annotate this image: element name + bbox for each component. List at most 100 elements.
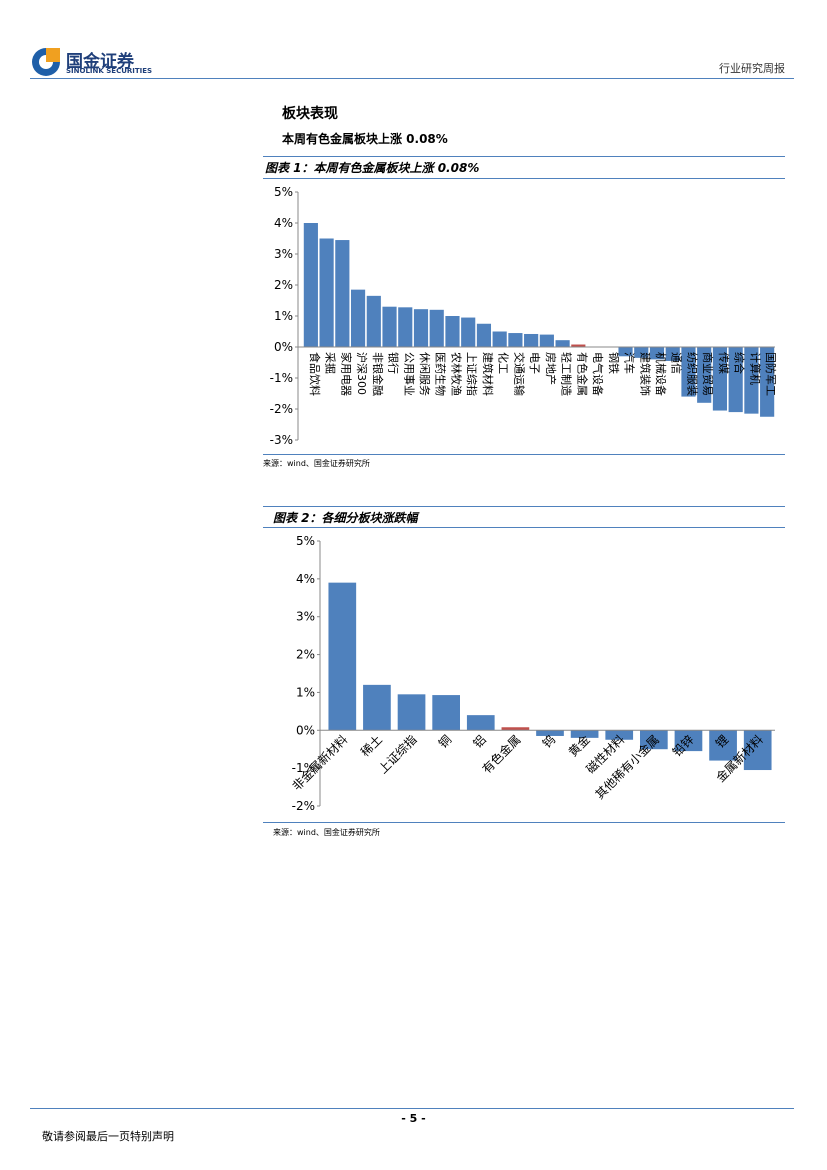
header-rule bbox=[30, 78, 794, 79]
x-tick-label: 农林牧渔 bbox=[449, 352, 463, 396]
y-tick-label: -3% bbox=[270, 433, 293, 447]
chart-rule bbox=[263, 822, 785, 823]
bar bbox=[328, 582, 357, 731]
x-tick-label: 有色金属 bbox=[575, 352, 589, 396]
y-tick-label: 2% bbox=[296, 648, 315, 662]
y-tick-label: 3% bbox=[274, 247, 293, 261]
bar bbox=[571, 344, 586, 347]
bar bbox=[335, 240, 350, 347]
chart-source: 来源：wind、国金证券研究所 bbox=[263, 459, 370, 468]
x-tick-label: 房地产 bbox=[544, 352, 558, 385]
bar bbox=[536, 730, 564, 736]
x-tick-label: 汽车 bbox=[623, 352, 637, 374]
bar bbox=[363, 684, 391, 731]
y-tick-label: -2% bbox=[270, 402, 293, 416]
section-title: 板块表现 bbox=[282, 106, 338, 122]
bar bbox=[366, 295, 381, 347]
x-tick-label: 休闲服务 bbox=[418, 352, 432, 396]
bar bbox=[413, 309, 429, 347]
x-tick-label: 国防军工 bbox=[764, 352, 778, 396]
x-tick-label: 钢铁 bbox=[607, 352, 620, 374]
y-tick-label: 5% bbox=[274, 185, 293, 199]
logo-icon bbox=[32, 48, 60, 76]
y-tick-label: 0% bbox=[274, 340, 293, 354]
y-tick-label: 1% bbox=[274, 309, 293, 323]
bar bbox=[681, 347, 696, 397]
chart: 5% 4% 3% 2% 1% 0% -1% -2% -3% 食品饮料 采掘 家用电器 沪深300 非银金融… bbox=[270, 185, 779, 447]
y-tick-label: 5% bbox=[296, 534, 315, 548]
bar bbox=[429, 309, 444, 347]
bar bbox=[432, 695, 460, 731]
x-tick-label: 铜 bbox=[435, 732, 454, 751]
x-tick-label: 机械设备 bbox=[654, 352, 668, 396]
x-tick-label: 采掘 bbox=[324, 352, 338, 374]
x-tick-label: 通信 bbox=[670, 352, 683, 374]
bar bbox=[674, 730, 703, 752]
x-tick-label: 铝 bbox=[470, 732, 489, 751]
bar bbox=[649, 347, 665, 360]
y-tick-label: -1% bbox=[292, 761, 315, 775]
x-tick-label: 上证综指 bbox=[465, 352, 479, 396]
x-tick-label: 食品饮料 bbox=[308, 352, 322, 396]
bar bbox=[697, 347, 712, 403]
page-number: - 5 - bbox=[401, 1112, 426, 1125]
y-tick-label: 4% bbox=[274, 216, 293, 230]
bar bbox=[319, 238, 334, 347]
x-tick-label: 上证综指 bbox=[375, 732, 420, 777]
chart-rule bbox=[263, 178, 785, 179]
y-tick-label: -1% bbox=[270, 371, 293, 385]
x-tick-label: 电气设备 bbox=[591, 352, 605, 396]
bar bbox=[634, 347, 649, 358]
x-tick-label: 稀土 bbox=[358, 733, 385, 760]
bar bbox=[618, 347, 633, 357]
bar bbox=[728, 347, 743, 413]
y-tick-label: 1% bbox=[296, 685, 315, 699]
y-tick-label: 2% bbox=[274, 278, 293, 292]
logo-en: SINOLINK SECURITIES bbox=[66, 67, 153, 75]
x-tick-label: 计算机 bbox=[748, 352, 762, 385]
x-tick-label: 沪深300 bbox=[355, 352, 369, 395]
x-tick-label: 轻工制造 bbox=[560, 352, 574, 396]
bar bbox=[508, 333, 523, 347]
y-tick-label: 4% bbox=[296, 572, 315, 586]
logo-cn: 国金证券 bbox=[66, 52, 134, 72]
x-tick-label: 建筑材料 bbox=[481, 352, 495, 396]
bar bbox=[397, 694, 426, 731]
bar bbox=[398, 307, 413, 347]
bar bbox=[303, 223, 318, 347]
bar bbox=[743, 730, 772, 771]
x-tick-label: 医药生物 bbox=[434, 352, 448, 396]
chart-title: 图表 1：本周有色金属板块上涨 0.08% bbox=[265, 161, 480, 175]
x-tick-label: 交通运输 bbox=[512, 352, 526, 396]
chart-rule bbox=[263, 527, 785, 528]
report-type: 行业研究周报 bbox=[719, 62, 785, 75]
bar bbox=[640, 730, 668, 750]
y-tick-label: 3% bbox=[296, 610, 315, 624]
chart-source: 来源：wind、国金证券研究所 bbox=[273, 828, 380, 837]
bar bbox=[555, 340, 570, 347]
bar bbox=[350, 289, 366, 347]
bar bbox=[466, 715, 495, 731]
x-tick-label: 家用电器 bbox=[339, 352, 353, 396]
bar bbox=[461, 317, 476, 347]
bar bbox=[501, 727, 530, 731]
bar bbox=[570, 730, 599, 738]
y-tick-label: -2% bbox=[292, 799, 315, 813]
bar bbox=[605, 730, 634, 740]
bar bbox=[665, 347, 680, 361]
chart-title: 图表 2：各细分板块涨跌幅 bbox=[273, 511, 418, 525]
bar bbox=[382, 306, 397, 347]
bar bbox=[524, 333, 539, 347]
x-tick-label: 非银金融 bbox=[371, 352, 385, 396]
chart: 5%4%3%2%1%0%-1%-2%非金属新材料 稀土上证综指铜铝有色金属钨黄金磁… bbox=[289, 534, 775, 813]
y-tick-label: 0% bbox=[296, 723, 315, 737]
bar bbox=[476, 323, 492, 347]
bar bbox=[760, 347, 775, 417]
x-tick-label: 纺织服装 bbox=[685, 352, 699, 396]
x-tick-label: 银行 bbox=[387, 352, 401, 374]
bar bbox=[539, 334, 554, 347]
x-tick-label: 化工 bbox=[497, 352, 511, 374]
bar bbox=[445, 316, 460, 347]
bar bbox=[492, 331, 507, 347]
x-tick-label: 电子 bbox=[528, 352, 541, 374]
